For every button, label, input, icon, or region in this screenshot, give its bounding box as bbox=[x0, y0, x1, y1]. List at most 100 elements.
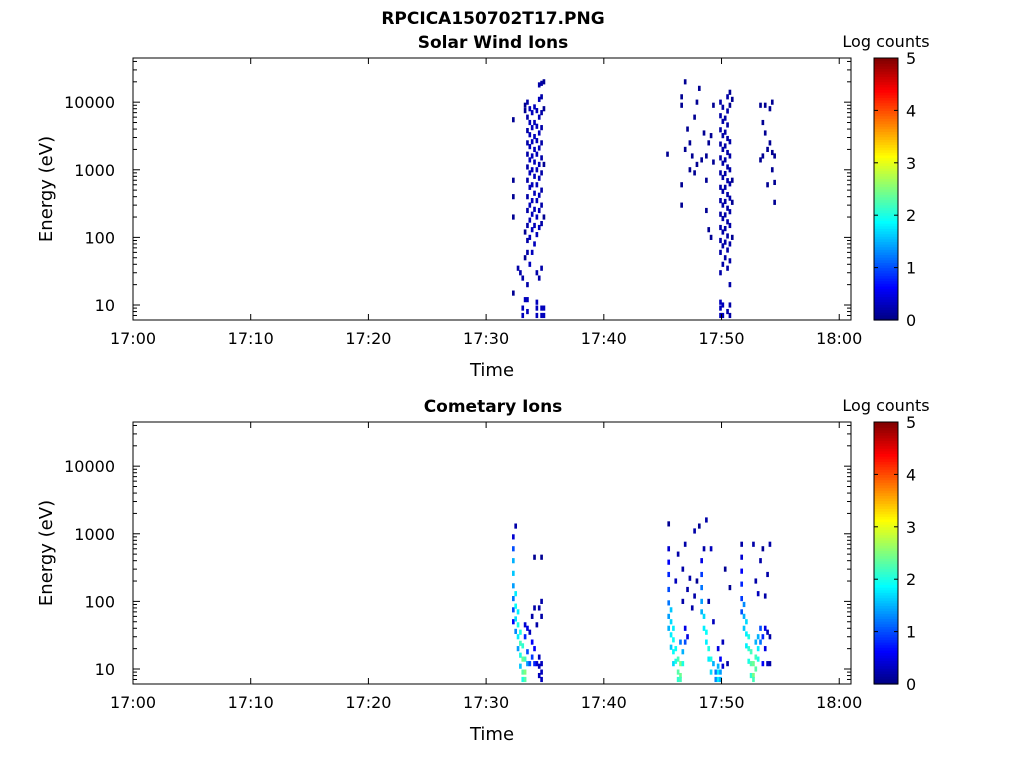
spectrogram-cell bbox=[530, 153, 534, 159]
spectrogram-cell bbox=[719, 676, 722, 683]
spectrogram-cell bbox=[528, 144, 532, 150]
spectrogram-cell bbox=[667, 586, 671, 593]
colorbar-segment bbox=[874, 76, 898, 80]
spectrogram-cell bbox=[667, 613, 671, 619]
colorbar-segment bbox=[874, 497, 898, 502]
spectrogram-cell bbox=[535, 167, 539, 173]
colorbar-segment bbox=[874, 131, 898, 135]
spectrogram-cell bbox=[740, 554, 744, 560]
colorbar-segment bbox=[874, 128, 898, 132]
spectrogram-cell bbox=[740, 568, 744, 574]
spectrogram-cell bbox=[763, 593, 767, 599]
colorbar-segment bbox=[874, 610, 898, 614]
spectrogram-cell bbox=[535, 214, 539, 220]
spectrogram-cell bbox=[712, 661, 715, 667]
colorbar-segment bbox=[874, 613, 898, 617]
spectrogram-cell bbox=[730, 177, 734, 183]
spectrogram-cell bbox=[728, 241, 732, 247]
colorbar-segment bbox=[874, 60, 898, 64]
colorbar-segment bbox=[874, 160, 898, 164]
spectrogram-cell bbox=[702, 613, 706, 619]
spectrogram-cells bbox=[512, 79, 776, 319]
panel-title: Solar Wind Ions bbox=[418, 33, 569, 53]
colorbar-segment bbox=[874, 652, 898, 656]
spectrogram-cell bbox=[533, 554, 536, 560]
spectrogram-cell bbox=[728, 258, 732, 264]
spectrogram-cell bbox=[721, 302, 725, 308]
spectrogram-cell bbox=[761, 119, 765, 126]
colorbar-segment bbox=[874, 120, 898, 125]
spectrogram-cell bbox=[745, 643, 748, 649]
spectrogram-cell bbox=[523, 229, 527, 235]
colorbar-segment bbox=[874, 432, 898, 436]
colorbar-segment bbox=[874, 291, 898, 295]
spectrogram-cell bbox=[512, 117, 515, 123]
spectrogram-cell bbox=[526, 99, 529, 105]
spectrogram-cell bbox=[535, 305, 539, 311]
colorbar-segment bbox=[874, 97, 898, 101]
spectrogram-cell bbox=[756, 591, 760, 597]
x-tick-label: 17:00 bbox=[110, 693, 156, 712]
spectrogram-cell bbox=[721, 146, 725, 153]
colorbar-tick-label: 0 bbox=[906, 675, 916, 694]
x-tick-label: 17:20 bbox=[345, 693, 391, 712]
spectrogram-cell bbox=[681, 566, 685, 572]
colorbar-segment bbox=[874, 71, 898, 75]
spectrogram-cell bbox=[540, 80, 543, 86]
spectrogram-cell bbox=[728, 139, 732, 145]
colorbar-tick-label: 3 bbox=[906, 518, 916, 537]
spectrogram-cell bbox=[537, 192, 541, 198]
spectrogram-cell bbox=[756, 656, 760, 662]
spectrogram-cell bbox=[542, 161, 546, 168]
spectrogram-cell bbox=[519, 663, 522, 669]
colorbar-tick-label: 2 bbox=[906, 570, 916, 589]
spectrogram-cell bbox=[766, 661, 769, 667]
x-tick-label: 18:00 bbox=[816, 693, 862, 712]
spectrogram-cell bbox=[719, 127, 722, 133]
colorbar-segment bbox=[874, 244, 898, 248]
colorbar-segment bbox=[874, 293, 898, 298]
spectrogram-cell bbox=[763, 102, 767, 108]
spectrogram-cell bbox=[526, 297, 529, 303]
colorbar-segment bbox=[874, 212, 898, 216]
spectrogram-cell bbox=[672, 649, 675, 655]
spectrogram-cell bbox=[530, 182, 534, 188]
spectrogram-cell bbox=[530, 110, 534, 116]
spectrogram-cell bbox=[523, 108, 527, 114]
spectrogram-cell bbox=[721, 229, 725, 235]
spectrogram-cell bbox=[519, 270, 522, 276]
spectrogram-cell bbox=[530, 613, 534, 619]
colorbar-tick-label: 1 bbox=[906, 623, 916, 642]
colorbar-segment bbox=[874, 199, 898, 203]
x-axis-label: Time bbox=[469, 724, 514, 745]
colorbar-segment bbox=[874, 162, 898, 167]
spectrogram-cell bbox=[514, 591, 518, 597]
spectrogram-cell bbox=[669, 607, 673, 613]
spectrogram-cell bbox=[742, 601, 746, 608]
spectrogram-cell bbox=[716, 646, 720, 652]
colorbar-segment bbox=[874, 553, 898, 557]
spectrogram-cell bbox=[516, 646, 520, 652]
spectrogram-cell bbox=[730, 199, 734, 205]
spectrogram-cell bbox=[681, 598, 685, 604]
plot-frame bbox=[132, 57, 852, 321]
colorbar-segment bbox=[874, 220, 898, 224]
colorbar-segment bbox=[874, 236, 898, 240]
spectrogram-cell bbox=[726, 247, 729, 253]
colorbar-segment bbox=[874, 487, 898, 491]
spectrogram-cell bbox=[537, 605, 541, 611]
spectrogram-cell bbox=[759, 558, 762, 564]
spectrogram-cell bbox=[523, 622, 527, 628]
colorbar-segment bbox=[874, 505, 898, 510]
x-axis: 17:00 17:10 17:20 17:30 17:40 17:50 18:00 bbox=[110, 422, 862, 712]
spectrogram-cell bbox=[672, 625, 675, 631]
colorbar-segment bbox=[874, 246, 898, 250]
colorbar-segment bbox=[874, 278, 898, 282]
colorbar-segment bbox=[874, 170, 898, 174]
spectrogram-cell bbox=[747, 646, 751, 652]
colorbar-segment bbox=[874, 500, 898, 504]
colorbar-segment bbox=[874, 623, 898, 627]
spectrogram-cell bbox=[516, 622, 520, 628]
spectrogram-cell bbox=[512, 214, 515, 220]
spectrogram-cell bbox=[533, 146, 536, 153]
